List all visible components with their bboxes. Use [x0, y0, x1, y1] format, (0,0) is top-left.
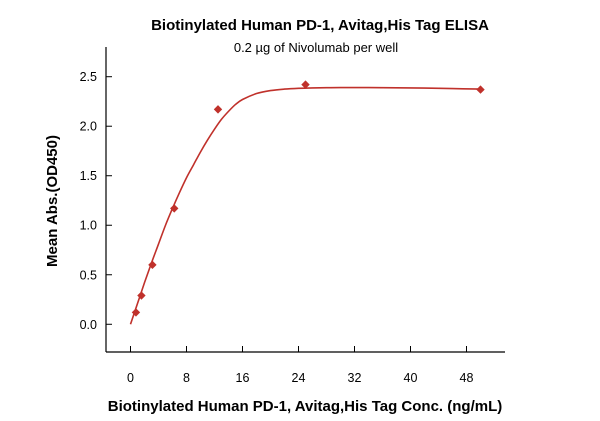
chart-subtitle: 0.2 µg of Nivolumab per well	[234, 40, 398, 55]
y-tick-label: 0.0	[80, 318, 97, 332]
data-point	[476, 85, 485, 94]
data-point	[148, 260, 157, 270]
data-point	[137, 291, 146, 300]
data-point	[170, 204, 179, 213]
x-axis-label: Biotinylated Human PD-1, Avitag,His Tag …	[108, 398, 502, 415]
x-tick-label: 24	[292, 371, 306, 385]
axes	[105, 47, 505, 353]
x-tick-label: 0	[127, 371, 134, 385]
data-point	[213, 105, 223, 114]
y-tick-label: 2.0	[80, 120, 97, 134]
x-tick-label: 40	[404, 371, 418, 385]
y-ticks: 0.0 0.5 1.0 1.5 2.0 2.5	[80, 70, 112, 332]
x-tick-label: 8	[183, 371, 190, 385]
x-ticks: 0 8 16 24 32 40 48	[127, 346, 473, 385]
chart-title: Biotinylated Human PD-1, Avitag,His Tag …	[151, 17, 489, 34]
x-tick-label: 48	[460, 371, 474, 385]
y-tick-label: 0.5	[80, 268, 97, 282]
data-point	[131, 308, 141, 317]
y-tick-label: 1.5	[80, 169, 97, 183]
y-tick-label: 1.0	[80, 219, 97, 233]
data-points	[131, 80, 485, 317]
x-tick-label: 32	[348, 371, 362, 385]
y-axis-label: Mean Abs.(OD450)	[44, 135, 61, 267]
y-tick-label: 2.5	[80, 70, 97, 84]
fit-curve-line	[129, 86, 481, 325]
x-tick-label: 16	[236, 371, 250, 385]
data-point	[301, 80, 310, 89]
